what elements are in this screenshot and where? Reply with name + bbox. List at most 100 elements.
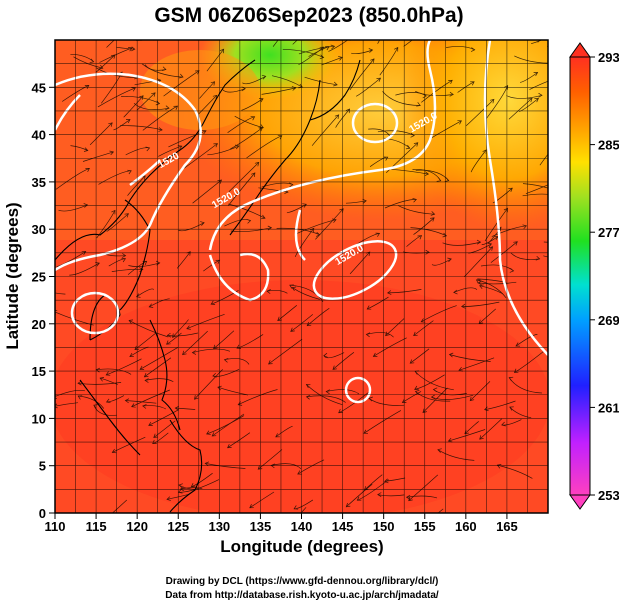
streamline-arrow: [124, 398, 130, 404]
streamline-arrow: [235, 144, 240, 150]
x-tick-label: 115: [86, 519, 107, 534]
streamline: [470, 149, 487, 173]
streamline-arrow: [533, 72, 539, 77]
streamline: [543, 255, 548, 258]
streamline-arrow: [414, 385, 419, 391]
streamline: [300, 507, 307, 513]
streamline-arrow: [461, 303, 466, 309]
y-tick-label: 10: [32, 411, 46, 426]
streamline-arrow: [95, 262, 100, 267]
streamline-arrow: [470, 81, 475, 86]
colorbar-tick-label: 253: [598, 488, 619, 503]
streamline: [148, 409, 180, 426]
streamline-arrow: [509, 268, 515, 273]
streamline: [547, 45, 548, 47]
streamline-arrow: [148, 421, 153, 426]
streamline: [446, 46, 475, 51]
streamline-arrow: [413, 331, 418, 337]
streamline-arrow: [430, 394, 436, 400]
streamline: [183, 143, 218, 169]
streamline: [266, 290, 288, 294]
streamline-arrow: [368, 48, 374, 53]
streamline-arrow: [417, 235, 423, 240]
streamline: [422, 387, 448, 413]
streamline-arrow: [306, 321, 312, 327]
streamline: [514, 55, 548, 64]
streamline-arrow: [161, 66, 167, 72]
streamline: [227, 432, 251, 448]
streamline: [481, 236, 499, 245]
streamline-arrow: [408, 496, 413, 502]
streamline-arrow: [528, 97, 533, 103]
streamline: [368, 398, 405, 406]
x-tick-label: 125: [167, 519, 189, 534]
x-axis: 110 115 120 125 130 135 140 145 150 155 160 165: [45, 513, 518, 534]
streamline-arrow: [383, 156, 389, 161]
streamline: [449, 354, 491, 362]
streamline-arrow: [508, 187, 513, 193]
credit-data: Data from http://database.rish.kyoto-u.a…: [165, 590, 439, 601]
streamline-arrow: [387, 290, 392, 295]
streamline: [141, 63, 184, 78]
streamline: [144, 64, 166, 71]
streamline: [134, 79, 161, 86]
streamline: [55, 402, 78, 407]
streamline: [238, 389, 278, 406]
streamline-arrow: [376, 77, 382, 82]
streamline: [506, 94, 543, 99]
streamline: [349, 251, 371, 275]
colorbar-tick-label: 285: [598, 138, 619, 153]
streamline: [258, 187, 289, 193]
streamline: [275, 425, 293, 438]
streamline: [272, 40, 279, 47]
streamline: [198, 95, 218, 115]
streamline-arrow: [77, 380, 82, 386]
streamline-arrow: [508, 376, 514, 382]
streamline-arrow: [372, 352, 378, 357]
streamline-arrow: [81, 250, 87, 256]
streamline-arrow: [330, 44, 336, 50]
streamline: [413, 217, 435, 235]
streamline: [410, 227, 447, 237]
streamline: [56, 251, 86, 268]
streamline-arrow: [557, 27, 561, 31]
streamline-arrow: [165, 105, 170, 111]
streamline-arrow: [223, 357, 229, 363]
streamline: [261, 87, 296, 95]
streamline-arrow: [99, 377, 105, 382]
streamline-arrow: [191, 350, 197, 355]
x-tick-label: 135: [250, 519, 272, 534]
streamline: [415, 90, 454, 97]
streamline-arrow: [401, 398, 407, 403]
streamline-arrow: [416, 102, 421, 107]
streamline-arrow: [139, 365, 145, 370]
streamline-arrow: [152, 439, 157, 444]
wind-streamlines: [55, 27, 561, 513]
streamline: [306, 384, 343, 406]
streamline-arrow: [448, 352, 454, 358]
streamline: [111, 268, 143, 272]
streamline: [335, 108, 350, 128]
streamline: [230, 227, 272, 233]
streamline-arrow: [142, 404, 147, 409]
streamline-arrow: [126, 119, 131, 124]
streamline: [186, 313, 225, 330]
streamline-arrow: [177, 145, 183, 150]
streamline-arrow: [135, 293, 141, 298]
streamline: [98, 170, 132, 185]
streamline: [246, 135, 282, 159]
streamline: [106, 40, 115, 48]
streamline: [136, 92, 156, 111]
streamline-arrow: [212, 372, 217, 378]
credit-drawing: Drawing by DCL (https://www.gfd-dennou.o…: [166, 576, 439, 587]
streamline-arrow: [447, 257, 452, 263]
streamline-arrow: [158, 127, 163, 132]
streamline-arrow: [503, 85, 509, 90]
streamline-arrow: [83, 147, 89, 152]
streamline: [431, 394, 474, 400]
streamline: [180, 487, 203, 490]
streamline-arrow: [213, 344, 218, 350]
streamline: [469, 381, 491, 401]
